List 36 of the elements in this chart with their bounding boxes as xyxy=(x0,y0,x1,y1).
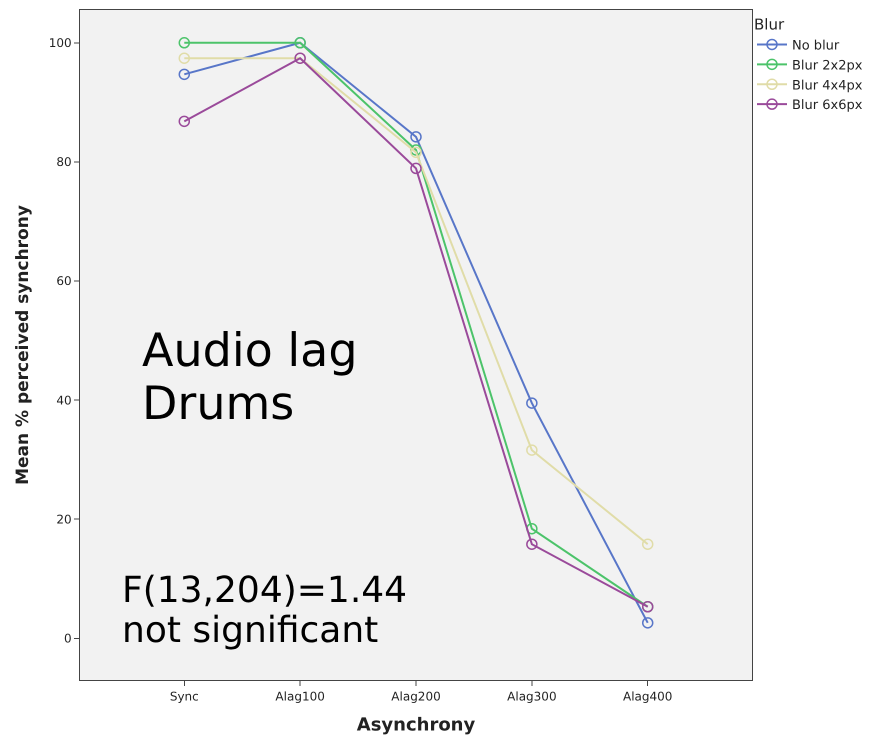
legend-title: Blur xyxy=(754,16,785,34)
y-tick-label: 80 xyxy=(56,155,72,170)
point xyxy=(178,52,190,64)
legend-label: No blur xyxy=(792,38,840,54)
point xyxy=(526,538,538,550)
point xyxy=(642,538,654,550)
x-tick-label: Alag200 xyxy=(391,689,441,704)
x-tick-label: Sync xyxy=(170,689,199,704)
point xyxy=(178,68,190,80)
legend-label: Blur 6x6px xyxy=(792,98,863,114)
y-tick-label: 60 xyxy=(56,274,72,288)
y-tick-label: 40 xyxy=(56,393,72,408)
point xyxy=(642,617,654,629)
point xyxy=(178,37,190,49)
point xyxy=(410,131,422,143)
annotation: Drums xyxy=(142,376,294,430)
point xyxy=(410,144,422,156)
point xyxy=(410,162,422,174)
point xyxy=(526,397,538,409)
point xyxy=(410,146,422,158)
x-tick-label: Alag100 xyxy=(275,689,325,704)
y-tick-label: 20 xyxy=(56,512,72,526)
x-tick-label: Alag400 xyxy=(623,689,672,704)
annotation: not significant xyxy=(122,610,378,651)
legend-label: Blur 4x4px xyxy=(792,78,863,94)
x-tick-label: Alag300 xyxy=(507,689,557,704)
annotation: Audio lag xyxy=(142,323,358,377)
point xyxy=(178,116,190,128)
annotation: F(13,204)=1.44 xyxy=(122,570,408,611)
y-tick-label: 0 xyxy=(64,632,72,646)
y-axis-title: Mean % perceived synchrony xyxy=(13,205,34,485)
y-tick-label: 100 xyxy=(48,36,72,50)
legend-label: Blur 2x2px xyxy=(792,58,863,74)
point xyxy=(526,444,538,456)
x-axis-title: Asynchrony xyxy=(356,714,476,736)
point xyxy=(526,522,538,534)
